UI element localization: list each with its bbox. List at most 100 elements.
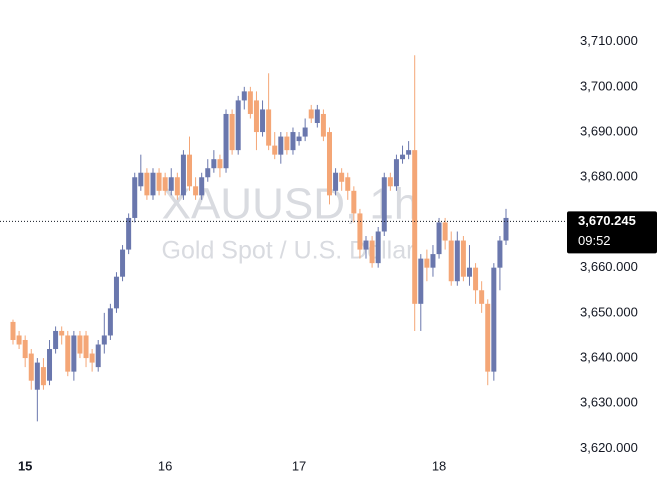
candle-body [47,349,53,381]
candle-body [150,172,156,196]
candle-body [83,335,89,359]
candle-body [253,100,259,133]
candle-body [260,109,266,133]
candle-body [460,240,466,277]
candle-body [199,177,205,196]
candle-body [418,258,424,304]
y-tick-label: 3,690.000 [580,123,638,138]
candle-body [272,145,278,155]
candle-body [436,222,442,255]
candle-body [320,113,326,137]
candle-body [113,276,119,309]
y-tick-label: 3,680.000 [580,169,638,184]
x-tick-label: 15 [18,458,32,473]
candle-body [168,177,174,191]
candle-body [120,249,126,277]
candle-body [333,172,339,191]
candle-body [241,91,247,101]
candle-body [132,177,138,218]
candle-body [454,240,460,282]
x-tick-label: 16 [158,458,172,473]
candle-body [223,113,229,169]
candle-body [412,150,418,304]
candle-body [278,136,284,155]
candle-body [59,330,65,336]
candle-body [53,330,59,350]
candle-body [326,132,332,196]
candle-body [144,172,150,196]
candle-body [339,172,345,182]
candle-body [503,217,509,241]
candle-body [10,321,16,340]
candle-body [381,177,387,232]
candle-body [290,132,296,151]
candle-body [266,109,272,146]
candle-body [174,177,180,196]
candle-body [162,177,168,191]
candle-body [296,136,302,142]
candle-body [40,367,46,386]
candle-body [387,177,393,187]
candle-body [400,154,406,160]
candle-body [363,240,369,250]
candle-body [345,177,351,191]
candle-body [491,267,497,372]
y-tick-label: 3,700.000 [580,78,638,93]
candle-body [406,150,412,155]
y-tick-label: 3,710.000 [580,33,638,48]
candle-body [284,136,290,151]
candle-body [357,213,363,250]
countdown: 09:52 [578,233,611,248]
y-tick-label: 3,660.000 [580,259,638,274]
candle-body [126,217,132,250]
candle-body [107,308,113,336]
candle-body [156,172,162,191]
candle-body [466,267,472,277]
candle-body [369,240,375,264]
candle-body [351,190,357,214]
candle-body [65,335,71,372]
candle-body [247,91,253,114]
candle-body [22,339,28,359]
y-tick-label: 3,650.000 [580,304,638,319]
x-tick-label: 17 [292,458,306,473]
candle-body [101,335,107,345]
candle-body [77,335,83,354]
candle-body [211,159,217,169]
candle-body [28,353,34,381]
candle-body [485,303,491,372]
candle-body [217,159,223,169]
x-tick-label: 18 [432,458,446,473]
candle-body [138,172,144,187]
watermark-title: XAUUSD, 1h [162,180,419,229]
candle-body [187,154,193,187]
candle-body [193,186,199,196]
candle-body [430,254,436,268]
candle-body [95,344,101,368]
candle-body [229,113,235,151]
candle-body [71,335,77,372]
candle-body [424,258,430,268]
candle-body [235,100,241,151]
candle-body [205,168,211,178]
candle-body [34,362,40,390]
candle-body [16,335,22,345]
current-price-label: 3,670.245 [578,213,636,228]
y-tick-label: 3,620.000 [580,440,638,455]
candle-body [180,154,186,196]
candle-body [448,240,454,282]
candle-body [302,127,308,137]
candle-body [497,240,503,268]
candle-body [375,231,381,264]
y-tick-label: 3,630.000 [580,395,638,410]
candle-body [314,109,320,124]
y-tick-label: 3,640.000 [580,350,638,365]
candle-body [89,353,95,363]
candle-body [308,109,314,119]
candle-body [473,267,479,291]
candle-body [479,290,485,304]
candle-body [442,222,448,241]
current-price-box [567,211,657,254]
